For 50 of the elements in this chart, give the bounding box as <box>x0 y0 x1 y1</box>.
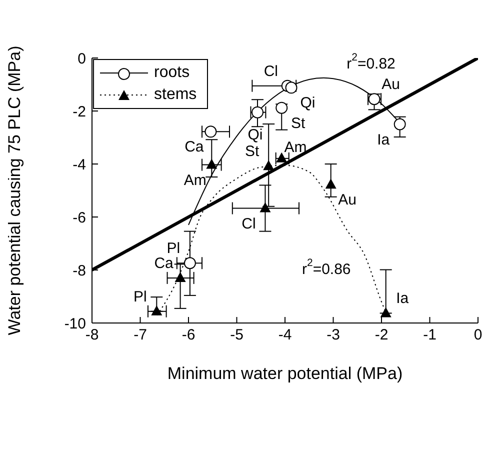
annotation: Ia <box>377 130 390 148</box>
point <box>394 118 406 130</box>
x-tick-label: -6 <box>182 326 196 344</box>
x-axis-title: Minimum water potential (MPa) <box>167 364 403 383</box>
point <box>260 202 271 212</box>
x-tick-label: -5 <box>230 326 244 344</box>
annotation: Au <box>382 76 400 93</box>
annotation: Cl <box>264 62 278 80</box>
x-tick-label: -1 <box>423 326 436 344</box>
legend-label: roots <box>154 63 190 83</box>
y-tick-label: -8 <box>72 262 86 280</box>
legend-label: stems <box>154 85 197 105</box>
annotation: Ca <box>184 138 204 156</box>
y-tick-label: 0 <box>78 50 86 68</box>
annotation: Qi <box>300 94 316 112</box>
x-tick-label: -4 <box>278 326 292 344</box>
y-axis-title: Water potential causing 75 PLC (MPa) <box>5 46 24 336</box>
point <box>263 160 274 170</box>
annotation: Ca <box>154 254 174 272</box>
y-tick-label: -10 <box>64 315 86 332</box>
point <box>204 126 217 138</box>
point <box>325 178 336 189</box>
annotation: Au <box>338 191 357 208</box>
point <box>206 158 218 169</box>
annotation: Am <box>284 138 307 156</box>
annotation: St <box>245 142 260 160</box>
point <box>380 307 392 318</box>
point <box>251 106 264 118</box>
point <box>174 272 186 282</box>
annotation: Qi <box>248 126 263 143</box>
annotation: r$^{2}$=0.86 <box>302 257 351 278</box>
annotation: Cl <box>242 214 256 232</box>
x-tick-label: 0 <box>474 326 482 344</box>
annotation: Pl <box>133 288 147 305</box>
annotation: St <box>291 114 306 132</box>
x-tick-label: -8 <box>85 326 99 344</box>
y-tick-label: -4 <box>72 156 86 174</box>
point <box>285 82 298 94</box>
annotation: r$^{2}$=0.82 <box>346 52 396 72</box>
point <box>276 102 288 114</box>
y-tick-label: -2 <box>72 103 86 120</box>
annotation: Am <box>184 171 206 188</box>
x-tick-label: -7 <box>134 326 147 344</box>
x-tick-label: -2 <box>374 326 388 344</box>
annotation: Ia <box>396 290 410 307</box>
annotation: Pl <box>166 240 180 257</box>
point <box>184 257 196 270</box>
x-tick-label: -3 <box>326 326 340 344</box>
y-tick-label: -6 <box>72 209 86 226</box>
point <box>276 152 288 162</box>
